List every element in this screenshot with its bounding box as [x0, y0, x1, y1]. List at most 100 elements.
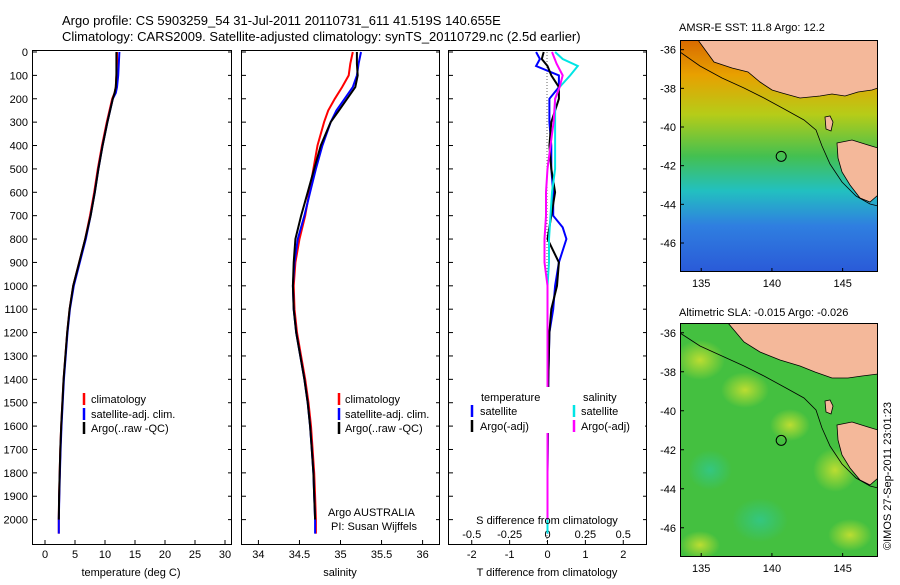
sst-map-frame — [680, 40, 878, 272]
depth-tick-label: 1500 — [4, 398, 28, 410]
map-x-tick-label: 145 — [833, 563, 851, 575]
sla-anomaly — [732, 498, 788, 542]
sla-anomaly — [688, 450, 732, 490]
sla-map-axes: -36 -38 -40 -42 -44 -46 135 140 145 — [660, 328, 852, 575]
difference-legend: temperature salinity satellite Argo(-adj… — [470, 387, 645, 433]
sla-anomaly — [770, 409, 810, 441]
depth-tick-label: 200 — [10, 94, 28, 106]
series-line-argo-raw-qc- — [291, 52, 359, 520]
sst-map — [680, 40, 878, 272]
map-x-tick-label: 145 — [833, 278, 851, 290]
x-tick-label: 1 — [582, 549, 588, 561]
land-australia — [697, 40, 878, 99]
x-tick-label: 10 — [99, 549, 111, 561]
x-tick-label: 30 — [219, 549, 231, 561]
salinity-legend: climatology satellite-adj. clim. Argo(..… — [337, 393, 429, 435]
imos-stamp: ©IMOS 27-Sep-2011 23:01:23 — [882, 402, 894, 550]
map-x-tick-label: 140 — [763, 563, 781, 575]
map-y-tick-label: -36 — [660, 45, 676, 57]
argo-pi-label: PI: Susan Wijffels — [331, 521, 417, 533]
x-tick-label: 5 — [72, 549, 78, 561]
legend-label-argo: Argo(..raw -QC) — [91, 423, 169, 435]
sla-anomaly — [680, 340, 725, 380]
s-tick-label: 0.25 — [575, 529, 596, 541]
salinity-axis-label: salinity — [323, 567, 357, 579]
map-y-tick-label: -40 — [660, 122, 676, 134]
depth-tick-label: 0 — [22, 47, 28, 59]
depth-tick-label: 100 — [10, 70, 28, 82]
land-king-island — [824, 399, 834, 415]
legend-label-climatology: climatology — [91, 394, 147, 406]
map-y-tick-label: -38 — [660, 83, 676, 95]
t-difference-axis-label: T difference from climatology — [477, 567, 618, 579]
legend-label-argo: Argo(..raw -QC) — [345, 423, 423, 435]
legend-label-satellite: satellite-adj. clim. — [345, 409, 429, 421]
temperature-series — [57, 51, 121, 534]
difference-series — [534, 51, 580, 534]
depth-tick-label: 900 — [10, 257, 28, 269]
depth-tick-label: 1900 — [4, 491, 28, 503]
depth-tick-label: 600 — [10, 187, 28, 199]
x-tick-label: -2 — [467, 549, 477, 561]
argo-program-label: Argo AUSTRALIA — [328, 507, 415, 519]
depth-tick-label: 1100 — [4, 304, 28, 316]
argo-float-marker — [775, 150, 787, 162]
sst-map-axes: -36 -38 -40 -42 -44 -46 135 140 145 — [660, 45, 852, 290]
sla-map-frame — [680, 323, 878, 557]
depth-tick-label: 1400 — [4, 374, 28, 386]
difference-legend-box — [470, 387, 645, 433]
legend-label-satellite: satellite-adj. clim. — [91, 409, 175, 421]
depth-tick-label: 500 — [10, 164, 28, 176]
sla-map-title: Altimetric SLA: -0.015 Argo: -0.026 — [679, 307, 848, 319]
series-line-satellite-adj-clim- — [291, 51, 362, 534]
legend-label-climatology: climatology — [345, 394, 401, 406]
map-y-tick-label: -44 — [660, 199, 676, 211]
legend-title-salinity: salinity — [583, 392, 617, 404]
x-tick-label: -1 — [505, 549, 515, 561]
depth-tick-label: 1800 — [4, 468, 28, 480]
land-tasmania — [836, 139, 878, 203]
s-tick-label: 0.5 — [616, 529, 631, 541]
land-king-island — [824, 115, 834, 132]
map-y-tick-label: -40 — [660, 406, 676, 418]
legend-label-t-satellite: satellite — [480, 406, 517, 418]
x-tick-label: 20 — [159, 549, 171, 561]
legend-label-t-argo: Argo(-adj) — [480, 421, 529, 433]
x-tick-label: 15 — [129, 549, 141, 561]
series-line-climatology — [57, 52, 118, 534]
s-tick-label: -0.25 — [497, 529, 522, 541]
x-tick-label: 2 — [620, 549, 626, 561]
x-tick-label: 35.5 — [371, 549, 392, 561]
legend-label-s-argo: Argo(-adj) — [581, 421, 630, 433]
shelf-contour — [680, 332, 878, 489]
salinity-panel-frame — [241, 50, 440, 545]
map-y-tick-label: -42 — [660, 445, 676, 457]
depth-tick-label: 2000 — [4, 515, 28, 527]
temperature-x-axis: 0 5 10 15 20 25 30 — [42, 540, 231, 561]
land-australia — [727, 323, 878, 379]
series-line-s-argo-adj- — [543, 51, 564, 520]
series-line-satellite-adj-clim- — [57, 51, 121, 534]
map-x-tick-label: 140 — [763, 278, 781, 290]
sla-map — [680, 323, 878, 557]
map-y-tick-label: -44 — [660, 484, 676, 496]
argo-float-marker — [775, 434, 787, 446]
legend-title-temperature: temperature — [481, 392, 540, 404]
sla-anomaly — [680, 531, 720, 557]
s-difference-axis-label: S difference from climatology — [476, 515, 618, 527]
salinity-series — [291, 51, 362, 534]
depth-tick-label: 1700 — [4, 444, 28, 456]
header-line-2: Climatology: CARS2009. Satellite-adjuste… — [62, 29, 581, 44]
depth-tick-label: 1000 — [4, 281, 28, 293]
header-line-1: Argo profile: CS 5903259_54 31-Jul-2011 … — [62, 13, 501, 28]
difference-x-axis: -2 -1 0 1 2 -0.5 -0.25 0 0.25 0.5 — [462, 529, 631, 561]
x-tick-label: 0 — [544, 549, 550, 561]
land-tasmania — [836, 421, 878, 486]
sst-map-title: AMSR-E SST: 11.8 Argo: 12.2 — [679, 22, 825, 34]
s-tick-label: -0.5 — [462, 529, 481, 541]
series-line-argo-raw-qc- — [57, 52, 118, 520]
temperature-legend: climatology satellite-adj. clim. Argo(..… — [82, 393, 175, 435]
x-tick-label: 25 — [189, 549, 201, 561]
depth-tick-label: 1200 — [4, 328, 28, 340]
